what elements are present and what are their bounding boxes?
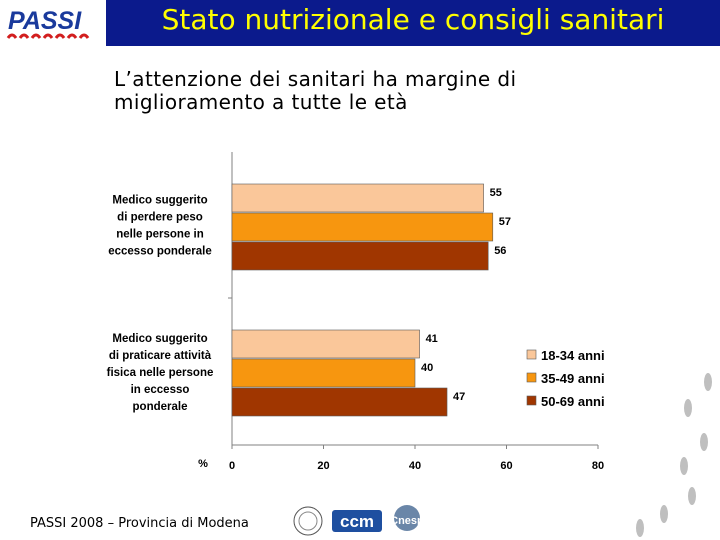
category-label: in eccesso (131, 384, 190, 396)
category-label: di perdere peso (117, 212, 203, 224)
bar (231, 387, 448, 417)
legend-swatch (526, 372, 537, 383)
footer-text: PASSI 2008 – Provincia di Modena (30, 516, 249, 531)
ministry-seal-icon (293, 506, 323, 536)
bar (231, 358, 416, 388)
header-bar: Stato nutrizionale e consigli sanitari (106, 0, 720, 46)
x-axis-label: % (198, 458, 208, 470)
x-tick-label: 0 (229, 460, 235, 472)
category-label: di praticare attività (109, 350, 212, 362)
legend-label: 18-34 anni (541, 348, 605, 363)
category-label: Medico suggerito (112, 195, 207, 207)
data-label: 55 (490, 187, 502, 199)
footprints-decoration (636, 373, 712, 537)
bar (231, 183, 484, 213)
svg-text:ccm: ccm (340, 512, 374, 531)
legend-swatch (526, 349, 537, 360)
category-label: Medico suggerito (112, 333, 207, 345)
x-tick-label: 80 (592, 460, 604, 472)
category-label: nelle persone in (116, 229, 204, 241)
logo-text: PASSI (8, 7, 82, 35)
bar-chart: 0 20 40 60 80% 55 57 56 Medico suggerito di perde… (107, 152, 605, 472)
subtitle: L’attenzione dei sanitari ha margine di … (114, 67, 517, 114)
data-label: 57 (499, 216, 511, 228)
legend-swatch (526, 395, 537, 406)
footer-logos: ccm Cnesps (293, 505, 430, 536)
legend-label: 35-49 anni (541, 371, 605, 386)
x-tick-label: 60 (500, 460, 512, 472)
category-label: eccesso ponderale (108, 246, 212, 258)
data-label: 41 (426, 333, 438, 345)
data-label: 40 (421, 362, 433, 374)
bar (231, 212, 494, 242)
data-label: 56 (494, 245, 506, 257)
data-label: 47 (453, 391, 465, 403)
ccm-logo (332, 510, 382, 532)
legend-label: 50-69 anni (541, 394, 605, 409)
x-tick-label: 20 (317, 460, 329, 472)
category-label: fisica nelle persone (107, 367, 214, 379)
category-label: ponderale (133, 401, 188, 413)
x-tick-label: 40 (409, 460, 421, 472)
bar (231, 329, 420, 359)
bar (231, 241, 489, 271)
passi-logo: PASSI (6, 4, 102, 46)
svg-text:Cnesps: Cnesps (390, 515, 430, 527)
cnesps-logo (394, 505, 420, 531)
page-title: Stato nutrizionale e consigli sanitari (161, 3, 665, 36)
